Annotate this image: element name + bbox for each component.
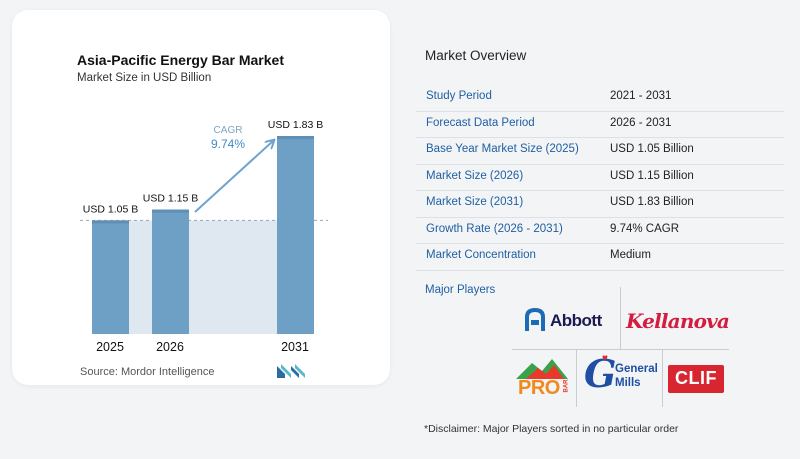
clif-logo: CLIF [668, 365, 724, 393]
overview-row: Growth Rate (2026 - 2031) 9.74% CAGR [416, 217, 784, 244]
abbott-wordmark: Abbott [550, 311, 602, 330]
bar-value-label: USD 1.15 B [143, 193, 198, 205]
overview-value: 9.74% CAGR [610, 222, 680, 235]
overview-value: Medium [610, 249, 651, 261]
overview-label: Market Concentration [426, 249, 536, 261]
overview-label: Growth Rate (2026 - 2031) [426, 222, 563, 235]
overview-row: Base Year Market Size (2025) USD 1.05 Bi… [416, 137, 784, 165]
bar-cap-2025 [92, 220, 129, 224]
bar-cap-2026 [152, 209, 189, 213]
general-mills-logo: G ♥ General Mills [582, 353, 660, 405]
grid-divider [662, 349, 663, 407]
major-players-label: Major Players [425, 284, 496, 296]
grid-divider [512, 349, 729, 350]
overview-row: Market Size (2031) USD 1.83 Billion [416, 190, 784, 218]
chart-subtitle: Market Size in USD Billion [77, 72, 212, 84]
probar-wordmark: PRO [518, 377, 560, 399]
overview-row: Market Concentration Medium [416, 243, 784, 271]
mordor-logo-icon [277, 364, 305, 378]
x-tick-label: 2026 [156, 340, 184, 354]
overview-value: 2021 - 2031 [610, 90, 672, 102]
probar-side-text: BAR [563, 379, 570, 393]
source-text: Source: Mordor Intelligence [80, 366, 215, 378]
bar-2026 [152, 209, 189, 334]
overview-label: Market Size (2026) [426, 169, 524, 182]
overview-row: Study Period 2021 - 2031 [416, 84, 784, 112]
bar-2031 [277, 136, 314, 334]
overview-row: Market Size (2026) USD 1.15 Billion [416, 164, 784, 191]
general-mills-wordmark-line2: Mills [615, 377, 641, 389]
chart-title: Asia-Pacific Energy Bar Market [77, 52, 284, 68]
grid-divider [576, 349, 577, 407]
cagr-label: CAGR [214, 125, 243, 136]
bar-value-label: USD 1.05 B [83, 203, 138, 215]
x-tick-label: 2025 [96, 340, 124, 354]
overview-value: USD 1.05 Billion [610, 143, 694, 155]
kellanova-logo: Kellanova [624, 301, 730, 341]
overview-value: USD 1.83 Billion [610, 196, 694, 208]
abbott-logo: Abbott [524, 305, 618, 337]
overview-value: USD 1.15 Billion [610, 169, 694, 182]
cagr-arrow [194, 141, 273, 213]
heart-icon: ♥ [602, 353, 608, 364]
overview-label: Base Year Market Size (2025) [426, 143, 579, 155]
kellanova-wordmark: Kellanova [626, 309, 730, 333]
abbott-mark-icon [525, 307, 545, 331]
bar-cap-2031 [277, 136, 314, 139]
probar-logo: PRO BAR [516, 357, 574, 403]
overview-label: Market Size (2031) [426, 196, 524, 208]
probar-mountain-icon [516, 359, 568, 379]
general-mills-wordmark-line1: General [615, 363, 658, 375]
grid-divider [620, 287, 621, 349]
x-tick-label: 2031 [281, 340, 309, 354]
bar-value-label: USD 1.83 B [268, 119, 323, 131]
cagr-value: 9.74% [211, 137, 245, 151]
overview-label: Forecast Data Period [426, 116, 535, 129]
overview-label: Study Period [426, 90, 492, 102]
overview-value: 2026 - 2031 [610, 116, 672, 129]
overview-title: Market Overview [425, 48, 527, 63]
disclaimer-text: *Disclaimer: Major Players sorted in no … [424, 423, 679, 435]
general-mills-g-icon: G [584, 351, 617, 396]
bar-2025 [92, 220, 129, 334]
major-players-logos: Abbott Kellanova PRO BAR G ♥ General Mil… [512, 287, 730, 407]
overview-row: Forecast Data Period 2026 - 2031 [416, 111, 784, 138]
bar-chart: USD 1.05 B 2025 USD 1.15 B 2026 USD 1.83 B 20… [80, 119, 328, 354]
clif-wordmark: CLIF [675, 368, 717, 388]
market-overview-panel: Market Overview Study Period 2021 - 2031… [400, 0, 800, 459]
